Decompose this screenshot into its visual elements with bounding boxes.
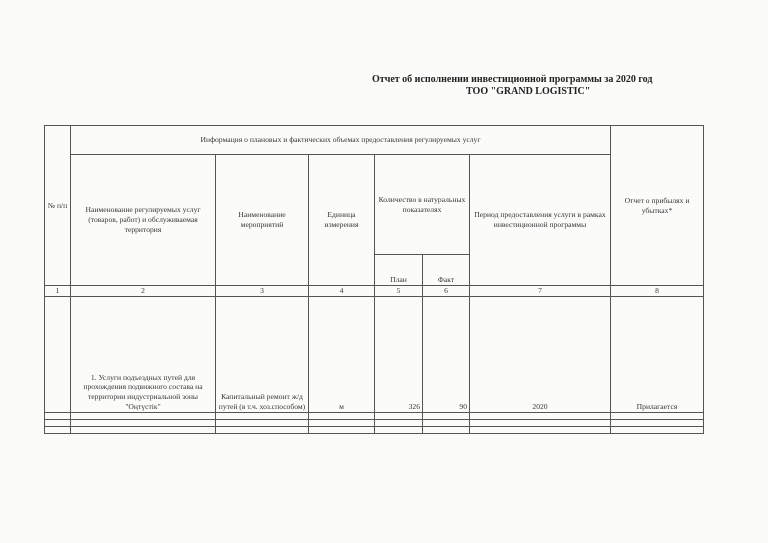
cell-fact: 90 [422, 296, 470, 413]
column-number: 6 [422, 285, 470, 297]
table-row: 1. Услуги подъездных путей для прохожден… [44, 296, 704, 413]
column-number: 7 [469, 285, 611, 297]
column-number: 1 [44, 285, 71, 297]
cell-report: Прилагается [610, 296, 704, 413]
header-service: Наименование регулируемых услуг (товаров… [70, 154, 216, 286]
cell-period: 2020 [469, 296, 611, 413]
cell-service: 1. Услуги подъездных путей для прохожден… [70, 296, 216, 413]
header-report: Отчет о прибылях и убытках* [610, 125, 704, 286]
header-unit: Единица измерения [308, 154, 375, 286]
header-no: № п/п [44, 125, 71, 286]
column-number: 4 [308, 285, 375, 297]
empty-row [44, 412, 704, 420]
cell-no [44, 296, 71, 413]
header-plan: План [374, 254, 423, 286]
column-number: 2 [70, 285, 216, 297]
header-group: Информация о плановых и фактических объе… [70, 125, 611, 155]
header-period: Период предоставления услуги в рамках ин… [469, 154, 611, 286]
cell-unit: м [308, 296, 375, 413]
header-fact: Факт [422, 254, 470, 286]
column-number: 8 [610, 285, 704, 297]
header-measures: Наименование мероприятий [215, 154, 309, 286]
cell-plan: 326 [374, 296, 423, 413]
column-number: 5 [374, 285, 423, 297]
empty-row [44, 426, 704, 434]
header-quantity: Количество в натуральных показателях [374, 154, 470, 255]
investment-program-table: № п/п Информация о плановых и фактически… [44, 125, 704, 434]
company-name: ТОО "GRAND LOGISTIC" [466, 86, 591, 97]
document-title: Отчет об исполнении инвестиционной прогр… [372, 74, 653, 85]
cell-measures: Капитальный ремонт ж/д путей (в т.ч. хоз… [215, 296, 309, 413]
column-number: 3 [215, 285, 309, 297]
empty-row [44, 419, 704, 427]
